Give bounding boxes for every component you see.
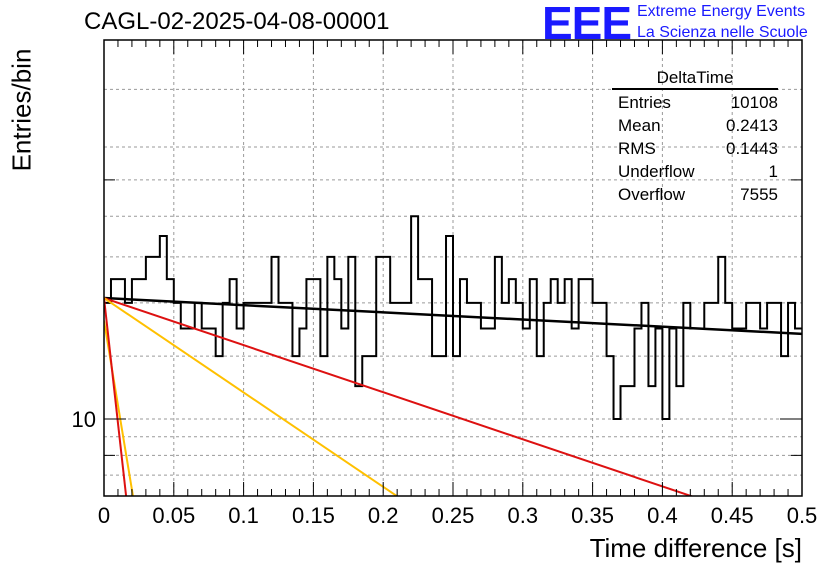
x-tick-label: 0.5 bbox=[787, 503, 818, 528]
stats-row: Underflow 1 bbox=[612, 160, 778, 183]
fit-line bbox=[104, 297, 399, 496]
x-tick-label: 0 bbox=[98, 503, 110, 528]
eee-tagline-1: Extreme Energy Events bbox=[637, 3, 806, 20]
x-tick-label: 0.4 bbox=[647, 503, 678, 528]
eee-tagline-2: La Scienza nelle Scuole bbox=[637, 24, 808, 41]
stats-row: Overflow 7555 bbox=[612, 183, 778, 206]
stats-value: 1 bbox=[768, 162, 778, 181]
stats-row: RMS 0.1443 bbox=[612, 137, 778, 160]
stats-box: DeltaTime Entries 10108 Mean 0.2413 RMS 0.1… bbox=[612, 68, 778, 206]
x-tick-label: 0.25 bbox=[432, 503, 475, 528]
y-tick-label: 10 bbox=[72, 407, 96, 432]
stats-value: 0.1443 bbox=[726, 139, 778, 158]
stats-label: Underflow bbox=[618, 162, 695, 181]
stats-row: Entries 10108 bbox=[612, 91, 778, 114]
stats-label: RMS bbox=[618, 139, 656, 158]
stats-title: DeltaTime bbox=[612, 68, 778, 90]
fit-line bbox=[104, 320, 134, 496]
x-tick-label: 0.2 bbox=[368, 503, 399, 528]
eee-logo: EEE bbox=[542, 0, 632, 49]
stats-value: 7555 bbox=[740, 185, 778, 204]
x-axis-label: Time difference [s] bbox=[589, 533, 802, 563]
x-tick-label: 0.15 bbox=[292, 503, 335, 528]
chart-title: CAGL-02-2025-04-08-00001 bbox=[84, 8, 390, 35]
stats-label: Mean bbox=[618, 116, 661, 135]
stats-label: Overflow bbox=[618, 185, 686, 204]
x-tick-label: 0.3 bbox=[508, 503, 539, 528]
stats-value: 0.2413 bbox=[726, 116, 778, 135]
fit-line bbox=[104, 296, 802, 336]
x-tick-label: 0.05 bbox=[152, 503, 195, 528]
fit-line bbox=[104, 297, 695, 496]
x-tick-label: 0.1 bbox=[228, 503, 259, 528]
x-tick-label: 0.35 bbox=[571, 503, 614, 528]
x-tick-label: 0.45 bbox=[711, 503, 754, 528]
stats-value: 10108 bbox=[730, 93, 778, 112]
stats-row: Mean 0.2413 bbox=[612, 114, 778, 137]
y-axis-label: Entries/bin bbox=[6, 48, 37, 172]
histogram-step bbox=[104, 215, 802, 421]
stats-label: Entries bbox=[618, 93, 671, 112]
fit-line bbox=[104, 297, 128, 496]
